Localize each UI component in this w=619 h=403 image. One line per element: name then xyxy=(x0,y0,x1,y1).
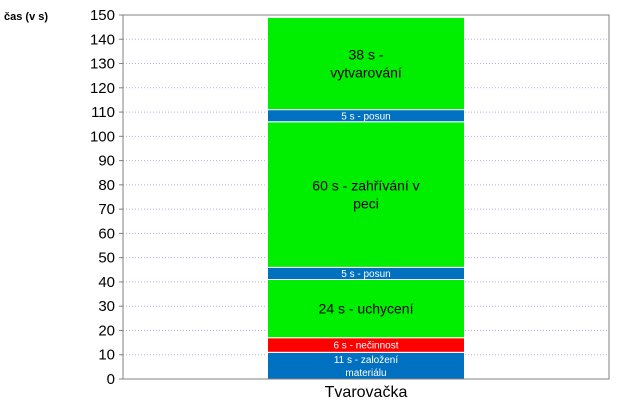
segment-label: 38 s - xyxy=(348,47,383,63)
segment-label: 60 s - zahřívání v xyxy=(312,178,419,194)
y-tick-label: 90 xyxy=(98,153,115,170)
plot-area-frame xyxy=(122,14,610,380)
y-tick-label: 70 xyxy=(98,201,115,218)
segment-labels: 11 s - založení materiálu 6 s - nečinnost 2… xyxy=(312,47,419,379)
segment-label: peci xyxy=(353,196,379,212)
y-tick-label: 80 xyxy=(98,177,115,194)
y-tick-label: 60 xyxy=(98,225,115,242)
segment-label: 5 s - posun xyxy=(341,269,390,280)
y-axis-ticks: 0 10 20 30 40 50 60 70 80 90 100 110 120 130 140 150 xyxy=(90,7,123,388)
bar-segment xyxy=(267,121,465,268)
y-tick-label: 10 xyxy=(98,347,115,364)
y-axis-label: čas (v s) xyxy=(4,11,48,23)
segment-label: 24 s - uchycení xyxy=(319,301,414,317)
segment-label: materiálu xyxy=(345,368,386,379)
y-tick-label: 100 xyxy=(90,128,115,145)
segment-label: 11 s - založení xyxy=(334,355,399,366)
bar-segment xyxy=(267,16,465,111)
y-tick-label: 120 xyxy=(90,80,115,97)
y-tick-label: 140 xyxy=(90,31,115,48)
bar-segment xyxy=(267,351,465,380)
y-tick-label: 40 xyxy=(98,274,115,291)
y-tick-label: 130 xyxy=(90,56,115,73)
segment-label: 6 s - nečinnost xyxy=(333,341,398,352)
category-labels: Tvarovačka xyxy=(325,384,408,401)
y-tick-label: 0 xyxy=(107,371,115,388)
y-tick-label: 110 xyxy=(91,104,115,121)
segment-label: 5 s - posun xyxy=(341,111,390,122)
bar-segments xyxy=(267,16,465,380)
y-tick-label: 150 xyxy=(90,7,115,24)
bar-segment xyxy=(267,279,465,339)
y-tick-label: 50 xyxy=(98,250,115,267)
y-tick-label: 20 xyxy=(98,322,115,339)
category-label: Tvarovačka xyxy=(325,384,408,401)
y-tick-label: 30 xyxy=(98,298,115,315)
segment-label: vytvarování xyxy=(330,65,402,81)
